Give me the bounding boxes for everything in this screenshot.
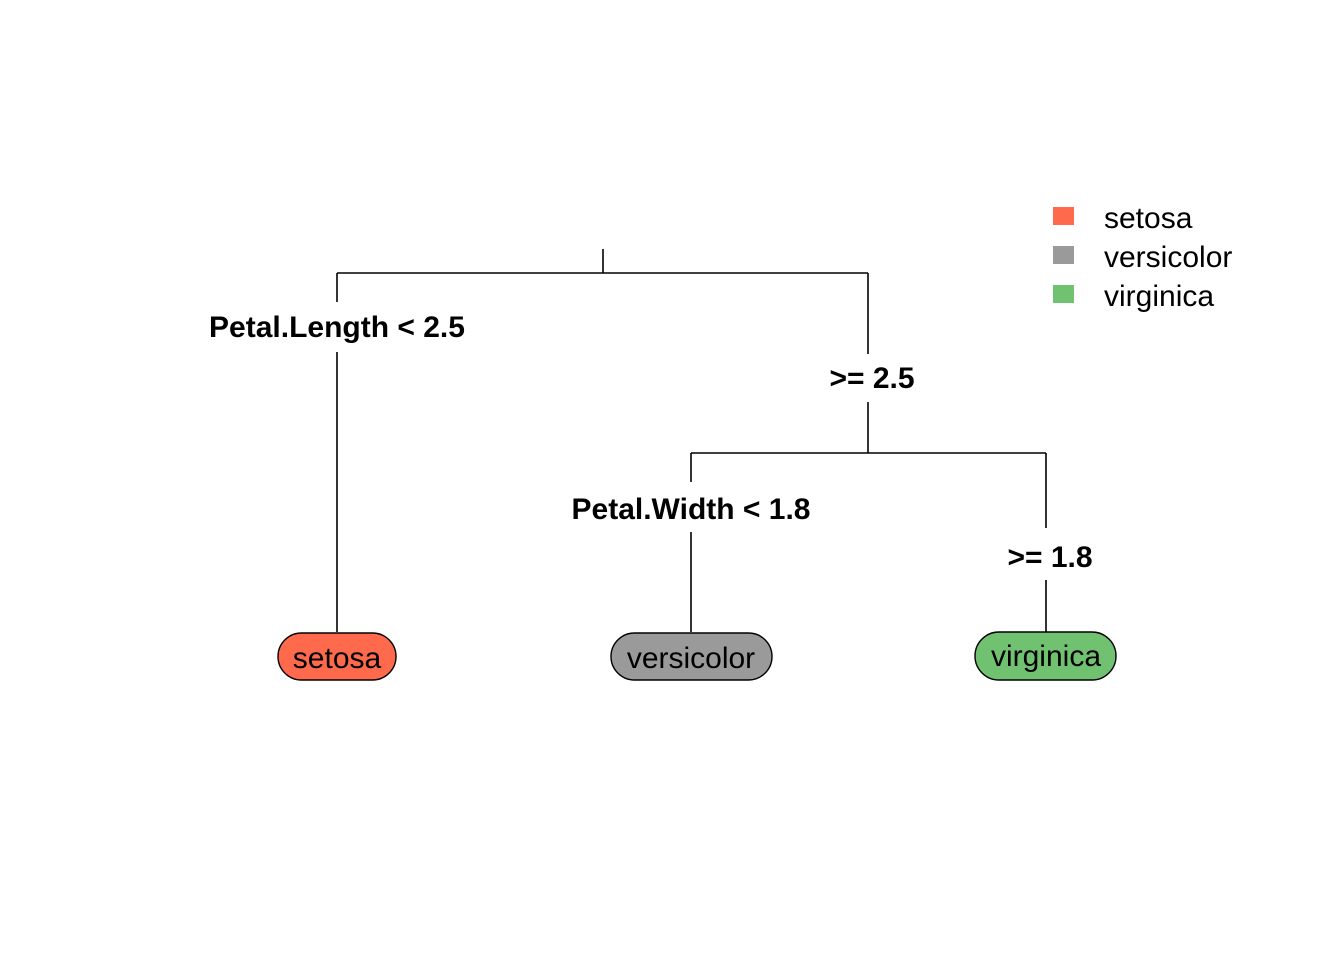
leaf-setosa-label: setosa [293,642,382,675]
legend-swatch-virginica [1053,285,1074,303]
legend-label-versicolor: versicolor [1104,241,1232,274]
legend: setosa versicolor virginica [1053,202,1232,313]
leaf-versicolor-box [610,632,773,681]
inner-right-label: >= 1.8 [1007,541,1092,574]
leaf-virginica: virginica [974,631,1117,681]
legend-item-versicolor: versicolor [1053,241,1232,274]
leaf-setosa-box [277,632,397,681]
root-right-label: >= 2.5 [829,362,914,395]
leaf-virginica-label: virginica [991,640,1101,673]
legend-swatch-versicolor [1053,246,1074,264]
legend-item-virginica: virginica [1053,280,1214,313]
leaf-versicolor: versicolor [610,632,773,681]
leaf-virginica-box [974,631,1117,681]
legend-item-setosa: setosa [1053,202,1193,235]
legend-swatch-setosa [1053,207,1074,225]
inner-split-label: Petal.Width < 1.8 [572,493,811,526]
legend-label-virginica: virginica [1104,280,1214,313]
leaf-setosa: setosa [277,632,397,681]
root-split-label: Petal.Length < 2.5 [209,311,465,344]
leaf-versicolor-label: versicolor [627,642,755,675]
legend-label-setosa: setosa [1104,202,1193,235]
